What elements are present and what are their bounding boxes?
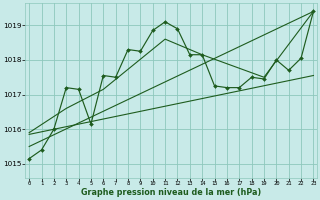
X-axis label: Graphe pression niveau de la mer (hPa): Graphe pression niveau de la mer (hPa)	[81, 188, 261, 197]
